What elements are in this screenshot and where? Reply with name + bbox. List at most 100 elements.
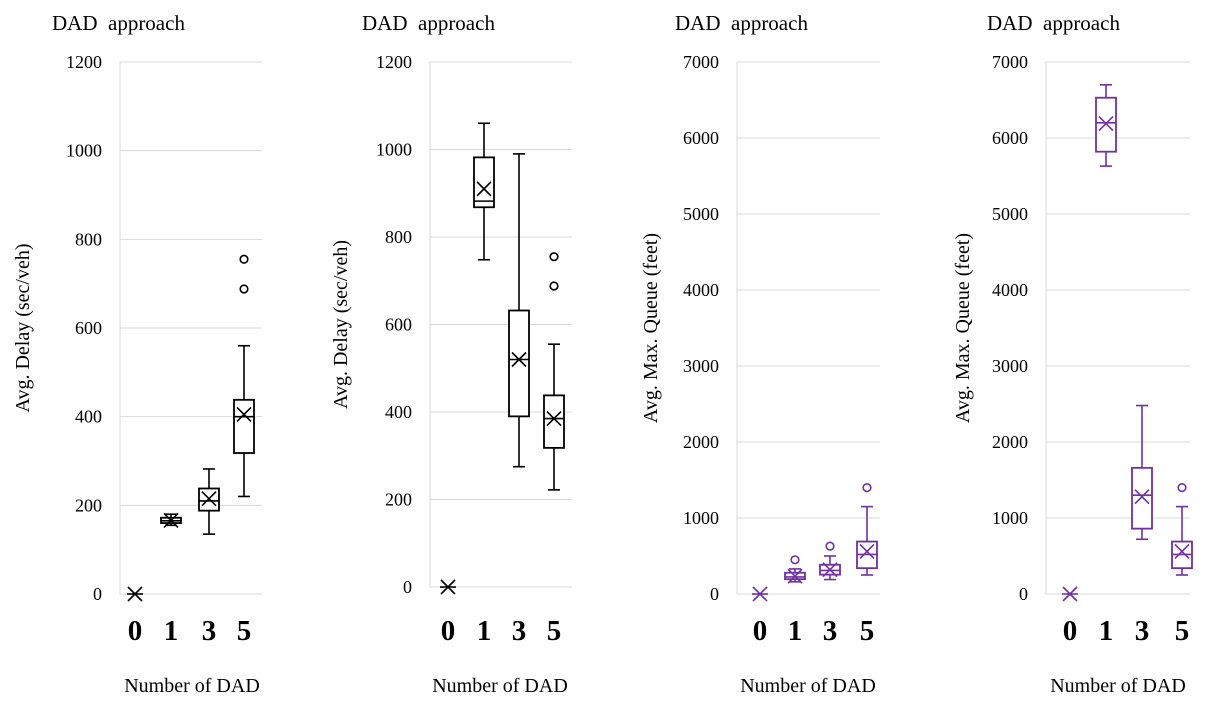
outlier-point xyxy=(549,252,559,262)
box-plot-0 xyxy=(440,579,456,595)
mean-marker xyxy=(859,543,875,560)
x-axis-label: Number of DAD xyxy=(1050,675,1186,697)
outlier-point xyxy=(1177,483,1187,493)
y-axis-label: Avg. Max. Queue (feet) xyxy=(640,233,662,423)
mean-marker xyxy=(236,406,252,423)
x-axis-label: Number of DAD xyxy=(432,675,568,697)
mean-marker xyxy=(787,568,803,584)
box-plot-3 xyxy=(819,541,841,581)
y-tick-label: 1000 xyxy=(66,141,102,161)
box-iqr xyxy=(543,394,565,449)
y-tick-label: 400 xyxy=(75,407,102,427)
mean-marker xyxy=(1134,489,1150,505)
y-tick-label: 0 xyxy=(710,584,719,604)
box-iqr xyxy=(1095,96,1117,153)
y-tick-label: 5000 xyxy=(683,204,719,224)
x-tick-label: 5 xyxy=(860,615,875,647)
box-plot-5 xyxy=(233,254,255,498)
x-tick-label: 0 xyxy=(753,615,768,647)
x-tick-label: 0 xyxy=(128,615,143,647)
mean-marker xyxy=(511,351,527,368)
x-axis-label: Number of DAD xyxy=(740,675,876,697)
chart-title: DAD approach xyxy=(52,11,185,35)
y-tick-label: 800 xyxy=(75,229,102,249)
y-tick-label: 3000 xyxy=(992,356,1028,376)
y-tick-label: 1200 xyxy=(66,52,102,72)
y-tick-label: 1000 xyxy=(376,140,412,160)
outlier-point xyxy=(239,284,249,294)
mean-marker xyxy=(163,512,179,528)
box-plot-3 xyxy=(1131,404,1153,541)
y-tick-label: 2000 xyxy=(992,432,1028,452)
chart-panel-1: DAD approach 0 200 400 600 800 1000 1200 Avg. De… xyxy=(12,11,262,697)
box-plot-1 xyxy=(1095,84,1117,167)
box-plot-1 xyxy=(160,512,182,528)
x-tick-label: 1 xyxy=(477,615,492,647)
y-tick-label: 0 xyxy=(1019,584,1028,604)
mean-marker xyxy=(1062,586,1078,602)
mean-marker xyxy=(201,491,217,507)
y-tick-label: 7000 xyxy=(683,52,719,72)
x-tick-label: 5 xyxy=(1175,615,1190,647)
y-tick-label: 3000 xyxy=(683,356,719,376)
y-tick-label: 1200 xyxy=(376,52,412,72)
y-tick-label: 0 xyxy=(93,584,102,604)
x-tick-label: 3 xyxy=(202,615,217,647)
box-plot-3 xyxy=(198,468,220,535)
x-tick-label: 3 xyxy=(823,615,838,647)
mean-marker xyxy=(127,586,143,602)
chart-panel-3: DAD approach 0 1000 2000 3000 4000 5000 6000 700… xyxy=(640,11,880,697)
chart-title: DAD approach xyxy=(362,11,495,35)
box-plot-0 xyxy=(127,586,143,602)
chart-title: DAD approach xyxy=(675,11,808,35)
y-tick-label: 1000 xyxy=(992,508,1028,528)
mean-marker xyxy=(752,586,768,602)
chart-title: DAD approach xyxy=(987,11,1120,35)
box-plot-5 xyxy=(856,483,878,576)
y-axis-label: Avg. Delay (sec/veh) xyxy=(330,240,352,409)
chart-panel-2: DAD approach 0 200 400 600 800 1000 1200 Avg. De… xyxy=(330,11,572,697)
box-iqr xyxy=(1131,466,1153,530)
box-iqr xyxy=(508,309,530,418)
x-tick-label: 3 xyxy=(512,615,527,647)
y-tick-label: 6000 xyxy=(683,128,719,148)
y-tick-label: 0 xyxy=(403,577,412,597)
x-tick-label: 5 xyxy=(547,615,562,647)
box-plot-0 xyxy=(1062,586,1078,602)
y-tick-label: 2000 xyxy=(683,432,719,452)
box-plot-0 xyxy=(752,586,768,602)
outlier-point xyxy=(790,555,800,565)
x-tick-label: 5 xyxy=(237,615,252,647)
y-axis-label: Avg. Delay (sec/veh) xyxy=(12,243,34,412)
y-tick-label: 800 xyxy=(385,227,412,247)
mean-marker xyxy=(1174,543,1190,560)
x-tick-label: 1 xyxy=(164,615,179,647)
y-tick-label: 4000 xyxy=(683,280,719,300)
box-plot-1 xyxy=(473,122,495,261)
y-axis-label: Avg. Max. Queue (feet) xyxy=(952,233,974,423)
x-tick-label: 1 xyxy=(788,615,803,647)
x-axis-label: Number of DAD xyxy=(124,675,260,697)
box-plot-1 xyxy=(784,555,806,584)
x-tick-label: 3 xyxy=(1135,615,1150,647)
y-tick-label: 400 xyxy=(385,402,412,422)
y-tick-label: 4000 xyxy=(992,280,1028,300)
mean-marker xyxy=(440,579,456,595)
outlier-point xyxy=(825,541,835,551)
mean-marker xyxy=(1098,115,1114,132)
y-tick-label: 600 xyxy=(75,318,102,338)
x-tick-label: 1 xyxy=(1099,615,1114,647)
y-tick-label: 7000 xyxy=(992,52,1028,72)
mean-marker xyxy=(476,181,492,197)
outlier-point xyxy=(862,483,872,493)
outlier-point xyxy=(239,254,249,264)
y-tick-label: 6000 xyxy=(992,128,1028,148)
y-tick-label: 600 xyxy=(385,315,412,335)
mean-marker xyxy=(546,410,562,427)
box-plot-3 xyxy=(508,153,530,468)
outlier-point xyxy=(549,281,559,291)
y-tick-label: 1000 xyxy=(683,508,719,528)
x-tick-label: 0 xyxy=(1063,615,1078,647)
